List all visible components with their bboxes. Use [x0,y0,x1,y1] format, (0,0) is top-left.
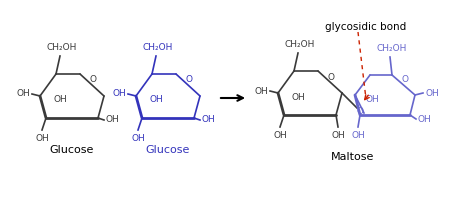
Text: OH: OH [273,131,287,140]
Text: OH: OH [202,116,216,124]
Text: CH₂OH: CH₂OH [47,43,77,52]
Text: OH: OH [331,131,345,140]
Text: OH: OH [150,96,164,104]
Text: OH: OH [418,114,432,123]
Text: OH: OH [16,90,30,98]
Text: O: O [328,72,334,82]
Text: OH: OH [351,131,365,140]
Text: OH: OH [425,88,439,98]
Text: Maltose: Maltose [331,152,374,162]
Text: OH: OH [106,116,120,124]
Text: glycosidic bond: glycosidic bond [325,22,407,32]
Text: O: O [185,75,193,84]
Text: OH: OH [131,134,145,143]
Text: Glucose: Glucose [50,145,94,155]
Text: CH₂OH: CH₂OH [143,43,173,52]
Text: O: O [90,75,96,84]
Text: OH: OH [35,134,49,143]
Text: OH: OH [54,96,68,104]
Text: CH₂OH: CH₂OH [285,40,315,49]
Text: OH: OH [112,90,126,98]
Text: CH₂OH: CH₂OH [377,44,407,53]
Text: O: O [356,106,364,116]
Text: Glucose: Glucose [146,145,190,155]
Text: OH: OH [365,95,379,104]
Text: OH: OH [292,92,306,102]
Text: O: O [401,75,408,84]
Text: OH: OH [254,86,268,96]
